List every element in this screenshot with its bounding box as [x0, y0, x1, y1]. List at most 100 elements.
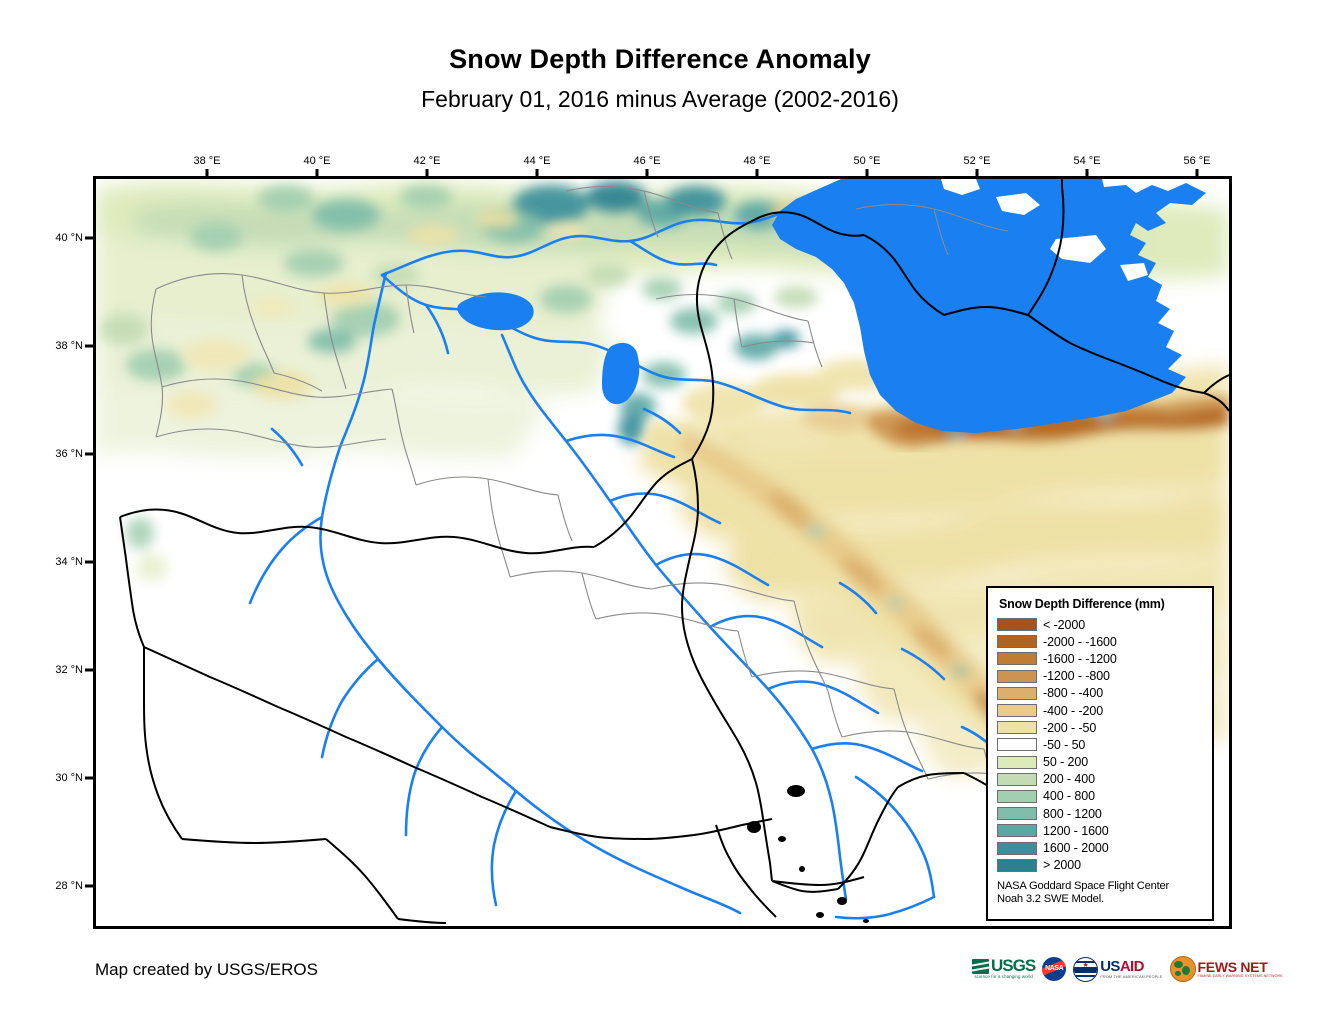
legend-row: 50 - 200 — [997, 754, 1203, 771]
latitude-tick — [85, 236, 93, 240]
legend-source-line-2: Noah 3.2 SWE Model. — [997, 893, 1104, 906]
longitude-tick — [755, 169, 759, 177]
legend-row: 1200 - 1600 — [997, 822, 1203, 839]
legend-swatch — [997, 789, 1037, 803]
legend-title: Snow Depth Difference (mm) — [999, 597, 1165, 611]
longitude-tick — [645, 169, 649, 177]
legend-swatch — [997, 772, 1037, 786]
logo-bar: USGS science for a changing world NASA ★… — [972, 952, 1283, 986]
legend-swatch — [997, 738, 1037, 752]
usgs-wave-icon — [972, 958, 989, 974]
coast-detail — [747, 785, 869, 923]
longitude-label: 42 °E — [413, 155, 441, 167]
legend-row: -1600 - -1200 — [997, 650, 1203, 667]
legend-row: -200 - -50 — [997, 719, 1203, 736]
latitude-tick — [85, 668, 93, 672]
legend-row: -400 - -200 — [997, 702, 1203, 719]
longitude-tick — [1085, 169, 1089, 177]
legend-swatch — [997, 858, 1037, 872]
legend-row: 800 - 1200 — [997, 805, 1203, 822]
latitude-label: 30 °N — [55, 772, 83, 784]
legend-row: -1200 - -800 — [997, 668, 1203, 685]
legend-swatch — [997, 824, 1037, 838]
legend-class-list: < -2000 -2000 - -1600 -1600 - -1200 -1200 -… — [997, 616, 1203, 874]
legend-label: 400 - 800 — [1043, 789, 1095, 804]
latitude-tick — [85, 344, 93, 348]
latitude-tick — [85, 776, 93, 780]
legend-swatch — [997, 618, 1037, 632]
latitude-label: 32 °N — [55, 664, 83, 676]
latitude-label: 28 °N — [55, 880, 83, 892]
legend-row: -50 - 50 — [997, 736, 1203, 753]
longitude-tick — [535, 169, 539, 177]
legend-swatch — [997, 841, 1037, 855]
legend-swatch — [997, 807, 1037, 821]
fews-net-logo: FEWS NET FAMINE EARLY WARNING SYSTEMS NE… — [1169, 954, 1283, 984]
fews-logo-tagline: FAMINE EARLY WARNING SYSTEMS NETWORK — [1197, 973, 1283, 978]
legend-swatch — [997, 686, 1037, 700]
latitude-label: 36 °N — [55, 448, 83, 460]
latitude-label: 38 °N — [55, 340, 83, 352]
map-legend[interactable]: Snow Depth Difference (mm) < -2000 -2000 … — [986, 586, 1214, 921]
fews-globe-icon — [1169, 956, 1196, 982]
legend-label: -1600 - -1200 — [1043, 651, 1117, 666]
longitude-label: 54 °E — [1073, 155, 1101, 167]
longitude-label: 46 °E — [633, 155, 661, 167]
legend-swatch — [997, 721, 1037, 735]
nasa-logo: NASA — [1042, 954, 1067, 984]
legend-label: 800 - 1200 — [1043, 806, 1102, 821]
legend-swatch — [997, 652, 1037, 666]
legend-source-note: NASA Goddard Space Flight Center Noah 3.… — [997, 880, 1203, 907]
page-subtitle: February 01, 2016 minus Average (2002-20… — [421, 86, 899, 112]
longitude-label: 56 °E — [1183, 155, 1211, 167]
longitude-label: 50 °E — [853, 155, 881, 167]
legend-row: -2000 - -1600 — [997, 633, 1203, 650]
longitude-tick — [865, 169, 869, 177]
legend-label: -400 - -200 — [1043, 703, 1104, 718]
usaid-logo-tagline: FROM THE AMERICAN PEOPLE — [1100, 974, 1163, 979]
usgs-logo: USGS science for a changing world — [972, 954, 1036, 984]
legend-label: -800 - -400 — [1043, 686, 1104, 701]
legend-source-line-1: NASA Goddard Space Flight Center — [997, 879, 1170, 892]
usaid-logo-text: USAID — [1100, 958, 1144, 975]
legend-row: 400 - 800 — [997, 788, 1203, 805]
legend-label: 200 - 400 — [1043, 772, 1095, 787]
legend-label: 1600 - 2000 — [1043, 841, 1109, 856]
page-title: Snow Depth Difference Anomaly — [449, 44, 871, 74]
nasa-meatball-icon: NASA — [1042, 957, 1067, 981]
legend-swatch — [997, 755, 1037, 769]
country-borders — [119, 179, 1229, 924]
longitude-label: 38 °E — [193, 155, 221, 167]
legend-label: < -2000 — [1043, 617, 1086, 632]
legend-label: > 2000 — [1043, 858, 1081, 873]
usgs-logo-text: USGS — [991, 956, 1036, 975]
legend-label: -200 - -50 — [1043, 720, 1097, 735]
latitude-tick — [85, 452, 93, 456]
legend-label: 1200 - 1600 — [1043, 823, 1109, 838]
latitude-tick — [85, 884, 93, 888]
longitude-tick — [205, 169, 209, 177]
river-network — [248, 191, 1008, 920]
admin-boundaries — [150, 186, 1049, 844]
longitude-label: 48 °E — [743, 155, 771, 167]
latitude-tick — [85, 560, 93, 564]
fews-logo-text: FEWS NET — [1197, 958, 1268, 975]
longitude-tick — [1195, 169, 1199, 177]
legend-label: -1200 - -800 — [1043, 669, 1110, 684]
legend-swatch — [997, 669, 1037, 683]
usaid-logo: ★ USAID FROM THE AMERICAN PEOPLE — [1073, 954, 1162, 984]
nasa-logo-text: NASA — [1045, 965, 1064, 972]
lake-urmia — [602, 342, 640, 405]
longitude-tick — [425, 169, 429, 177]
usaid-seal-icon: ★ — [1073, 956, 1099, 982]
legend-row: 1600 - 2000 — [997, 839, 1203, 856]
legend-row: > 2000 — [997, 857, 1203, 874]
longitude-label: 40 °E — [303, 155, 331, 167]
longitude-label: 52 °E — [963, 155, 991, 167]
latitude-label: 40 °N — [55, 232, 83, 244]
longitude-tick — [315, 169, 319, 177]
map-credit: Map created by USGS/EROS — [95, 960, 318, 979]
legend-label: -50 - 50 — [1043, 737, 1086, 752]
latitude-label: 34 °N — [55, 556, 83, 568]
